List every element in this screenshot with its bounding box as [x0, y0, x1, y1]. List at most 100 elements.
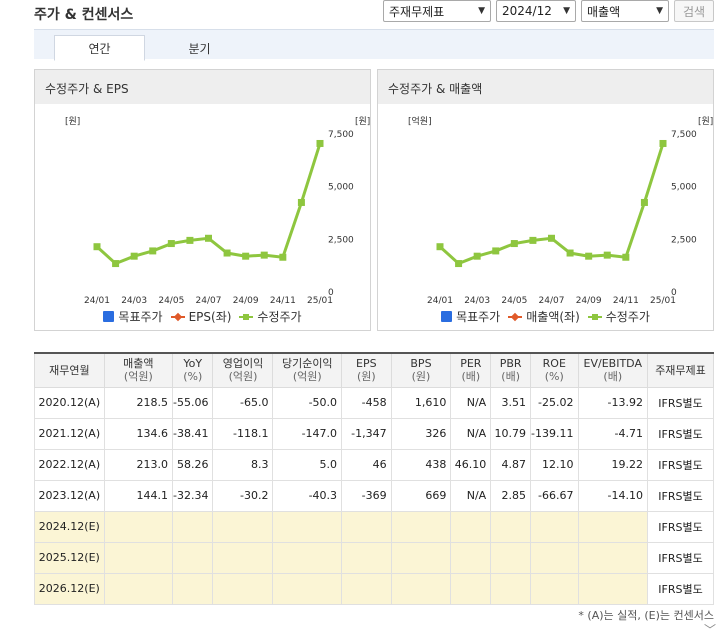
column-header: 매출액 (억원) — [103, 352, 174, 388]
value-cell: -55.06 — [172, 386, 214, 419]
data-point[interactable] — [279, 253, 287, 261]
table-row: 2026.12(E) IFRS별도 — [34, 572, 714, 605]
x-tick-label: 24/03 — [121, 296, 147, 304]
value-cell: 2.85 — [490, 479, 532, 512]
data-point[interactable] — [510, 240, 518, 248]
square-line-icon — [587, 312, 602, 322]
column-header-label: 영업이익 — [222, 357, 264, 371]
standard-cell: IFRS별도 — [647, 541, 714, 574]
square-icon — [441, 311, 453, 322]
legend-target-price[interactable]: 목표주가 — [441, 308, 500, 325]
data-point[interactable] — [112, 260, 120, 268]
value-cell: 58.26 — [172, 448, 214, 481]
table-header-row: 재무연월 매출액 (억원) YoY (%) 영업이익 (억원) 당기순이익 (억원) EPS (원)… — [34, 352, 714, 388]
plot-area: 0 2,500 5,000 7,500 24/01 24/03 24/05 24/07 24/0… — [427, 130, 697, 304]
value-cell — [577, 541, 649, 574]
report-type-select[interactable]: 주재무제표 ▼ — [383, 0, 491, 22]
tab-annual[interactable]: 연간 — [54, 35, 145, 61]
column-header-label: PBR — [499, 357, 522, 371]
y-tick-label: 5,000 — [671, 183, 697, 193]
column-header-label: 매출액 — [123, 357, 154, 371]
data-point[interactable] — [260, 251, 268, 259]
period-cell: 2023.12(A) — [34, 479, 105, 512]
column-header: EPS (원) — [341, 352, 392, 388]
data-point[interactable] — [603, 251, 611, 259]
chart-title: 수정주가 & EPS — [35, 70, 370, 104]
column-header: 주재무제표 — [647, 352, 714, 388]
value-cell — [341, 572, 392, 605]
value-cell: -369 — [341, 479, 392, 512]
x-tick-label: 24/05 — [158, 296, 184, 304]
data-point[interactable] — [93, 243, 101, 251]
data-point[interactable] — [186, 236, 194, 244]
value-cell — [341, 541, 392, 574]
data-point[interactable] — [316, 139, 324, 147]
data-point[interactable] — [622, 253, 630, 261]
data-point[interactable] — [436, 243, 444, 251]
financial-table: 재무연월 매출액 (억원) YoY (%) 영업이익 (억원) 당기순이익 (억원) EPS (원)… — [34, 352, 714, 605]
value-cell: 134.6 — [103, 417, 174, 450]
column-header-label: ROE — [542, 357, 566, 371]
legend-adjusted-price[interactable]: 수정주가 — [587, 308, 650, 325]
data-point[interactable] — [529, 236, 537, 244]
x-tick-label: 24/11 — [270, 296, 296, 304]
value-cell: -1,347 — [341, 417, 392, 450]
value-cell: -14.10 — [577, 479, 649, 512]
data-point[interactable] — [455, 260, 463, 268]
data-point[interactable] — [223, 249, 231, 257]
data-point[interactable] — [205, 234, 212, 242]
legend-target-price[interactable]: 목표주가 — [103, 308, 163, 325]
table-row: 2023.12(A) 144.1 -32.34 -30.2 -40.3 -369 669 N/… — [34, 479, 714, 512]
standard-cell: IFRS별도 — [647, 479, 714, 512]
value-cell: 19.22 — [577, 448, 649, 481]
legend-eps[interactable]: EPS(좌) — [170, 308, 231, 325]
data-point[interactable] — [640, 198, 648, 206]
series-line — [95, 143, 322, 266]
value-cell — [272, 510, 343, 543]
search-button[interactable]: 검색 — [674, 0, 714, 22]
column-header-label: 주재무제표 — [655, 363, 706, 377]
data-point[interactable] — [130, 252, 138, 260]
column-header-unit: (배) — [501, 370, 520, 384]
x-tick-label: 24/07 — [539, 296, 565, 304]
x-tick-label: 24/05 — [501, 296, 527, 304]
column-header-unit: (억원) — [123, 370, 153, 384]
value-cell: 144.1 — [103, 479, 174, 512]
value-cell: -25.02 — [530, 386, 579, 419]
data-point[interactable] — [548, 234, 555, 242]
standard-cell: IFRS별도 — [647, 386, 714, 419]
value-cell — [272, 541, 343, 574]
data-point[interactable] — [297, 198, 305, 206]
x-tick-label: 24/07 — [196, 296, 222, 304]
chevron-down-icon[interactable]: ﹀ — [703, 623, 716, 635]
data-point[interactable] — [585, 252, 593, 260]
data-point[interactable] — [473, 252, 481, 260]
column-header: EV/EBITDA (배) — [577, 352, 649, 388]
metric-select[interactable]: 매출액 ▼ — [581, 0, 669, 22]
legend-label: 수정주가 — [605, 310, 650, 324]
data-point[interactable] — [492, 247, 500, 255]
value-cell — [490, 510, 532, 543]
column-header-label: 재무연월 — [49, 363, 90, 377]
x-tick-label: 24/09 — [576, 296, 602, 304]
value-cell — [490, 541, 532, 574]
chart-title: 수정주가 & 매출액 — [378, 70, 713, 104]
right-axis-unit: [원] — [698, 116, 713, 127]
data-point[interactable] — [242, 252, 250, 260]
x-tick-label: 24/01 — [427, 296, 453, 304]
value-cell: -65.0 — [212, 386, 274, 419]
tab-quarterly[interactable]: 분기 — [188, 41, 211, 56]
value-cell: -38.41 — [172, 417, 214, 450]
legend-adjusted-price[interactable]: 수정주가 — [239, 308, 302, 325]
data-point[interactable] — [566, 249, 574, 257]
column-header: PER (배) — [450, 352, 492, 388]
data-point[interactable] — [659, 139, 667, 147]
value-cell — [272, 572, 343, 605]
column-header-label: BPS — [410, 357, 432, 371]
data-point[interactable] — [149, 247, 157, 255]
legend-revenue[interactable]: 매출액(좌) — [508, 308, 580, 325]
column-header-unit: (원) — [356, 370, 376, 384]
data-point[interactable] — [167, 240, 175, 248]
chart-svg: [원] [원] 0 2,500 5,000 7,500 24/01 24/03 24/05 2… — [65, 116, 370, 304]
period-select[interactable]: 2024/12 ▼ — [496, 0, 576, 22]
